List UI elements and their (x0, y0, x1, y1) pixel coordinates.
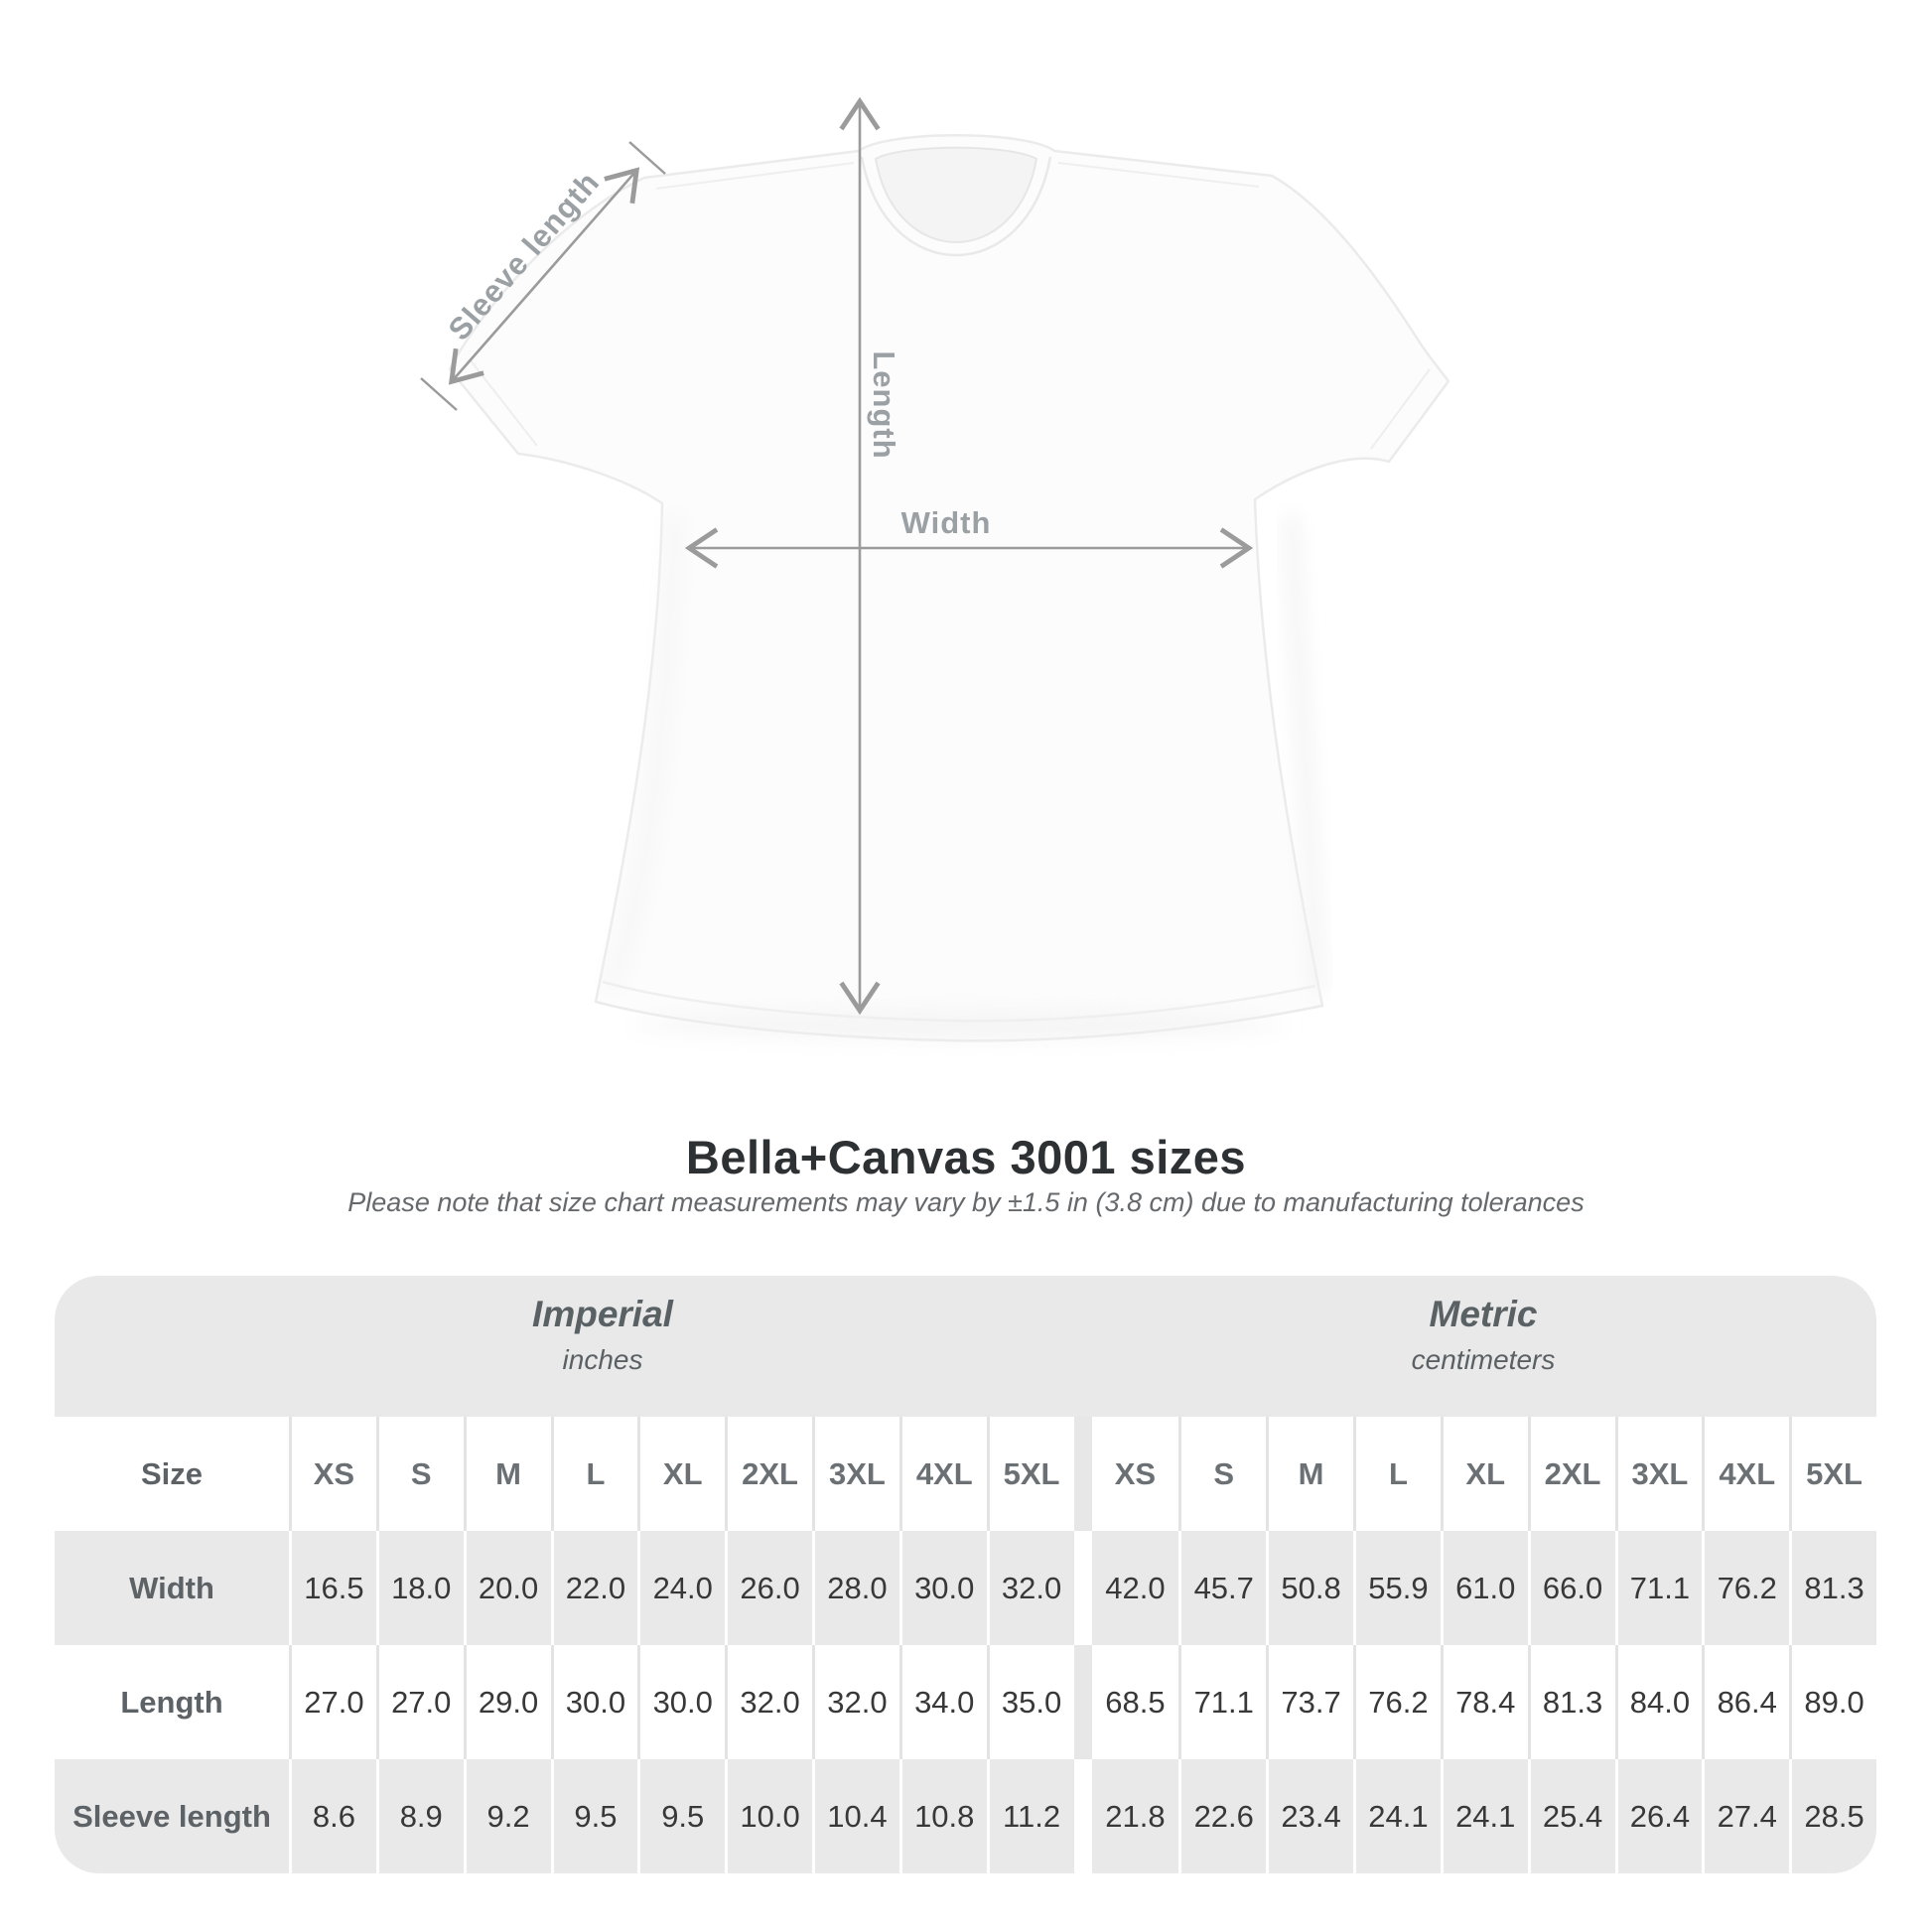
measurement-value-imperial: 10.8 (898, 1759, 987, 1873)
measurement-value-metric: 28.5 (1789, 1759, 1876, 1873)
page-title: Bella+Canvas 3001 sizes (685, 1131, 1247, 1183)
measurement-value-imperial: 32.0 (986, 1531, 1074, 1645)
size-table: Imperial inches Metric centimeters Size X… (55, 1276, 1876, 1873)
row-label: Length (55, 1645, 289, 1759)
size-column-label: Size (55, 1417, 289, 1531)
size-header-imperial: XL (637, 1417, 726, 1531)
measurement-value-imperial: 8.9 (375, 1759, 464, 1873)
measurement-value-imperial: 10.0 (725, 1759, 812, 1873)
measurement-value-imperial: 20.0 (463, 1531, 551, 1645)
measurement-value-imperial: 8.6 (289, 1759, 376, 1873)
metric-unit-label: centimeters (1411, 1344, 1556, 1375)
size-header-metric: 3XL (1614, 1417, 1703, 1531)
measurement-value-imperial: 32.0 (812, 1645, 899, 1759)
measurement-value-imperial: 30.0 (550, 1645, 638, 1759)
measurement-value-imperial: 27.0 (289, 1645, 376, 1759)
metric-label: Metric (1429, 1294, 1538, 1334)
measurement-value-metric: 73.7 (1266, 1645, 1353, 1759)
measurement-value-metric: 81.3 (1527, 1645, 1615, 1759)
measurement-value-metric: 81.3 (1789, 1531, 1876, 1645)
tshirt-shape (448, 134, 1450, 1042)
measurement-value-metric: 25.4 (1527, 1759, 1615, 1873)
measurement-value-metric: 66.0 (1527, 1531, 1615, 1645)
measurement-value-imperial: 9.2 (463, 1759, 551, 1873)
measurement-value-imperial: 30.0 (637, 1645, 726, 1759)
measurement-value-metric: 68.5 (1091, 1645, 1179, 1759)
measurement-value-metric: 21.8 (1091, 1759, 1179, 1873)
imperial-label: Imperial (532, 1294, 673, 1334)
size-header-imperial: S (375, 1417, 464, 1531)
measurement-value-metric: 78.4 (1440, 1645, 1528, 1759)
size-header-metric: M (1266, 1417, 1353, 1531)
size-header-metric: 5XL (1789, 1417, 1876, 1531)
measurement-value-metric: 84.0 (1614, 1645, 1703, 1759)
measurement-value-metric: 89.0 (1789, 1645, 1876, 1759)
measurement-value-imperial: 18.0 (375, 1531, 464, 1645)
measurement-value-imperial: 22.0 (550, 1531, 638, 1645)
size-header-imperial: XS (289, 1417, 376, 1531)
imperial-metric-divider (1073, 1531, 1092, 1645)
size-header-imperial: L (550, 1417, 638, 1531)
measurement-value-metric: 24.1 (1440, 1759, 1528, 1873)
measurement-value-imperial: 16.5 (289, 1531, 376, 1645)
size-header-metric: XS (1091, 1417, 1179, 1531)
measurement-value-metric: 76.2 (1702, 1531, 1790, 1645)
measurement-value-imperial: 35.0 (986, 1645, 1074, 1759)
measurement-value-metric: 50.8 (1266, 1531, 1353, 1645)
tshirt-diagram: Sleeve length Length Width (420, 96, 1450, 1042)
size-header-imperial: 4XL (898, 1417, 987, 1531)
size-header-imperial: M (463, 1417, 551, 1531)
size-header-metric: S (1178, 1417, 1267, 1531)
measurement-value-imperial: 32.0 (725, 1645, 812, 1759)
measurement-value-imperial: 29.0 (463, 1645, 551, 1759)
size-header-imperial: 2XL (725, 1417, 812, 1531)
metric-group-header: Metric centimeters (1412, 1294, 1556, 1376)
measurement-value-metric: 26.4 (1614, 1759, 1703, 1873)
measurement-value-metric: 76.2 (1353, 1645, 1441, 1759)
measurement-value-metric: 24.1 (1353, 1759, 1441, 1873)
imperial-metric-divider (1073, 1645, 1092, 1759)
size-header-imperial: 5XL (986, 1417, 1074, 1531)
imperial-metric-divider (1073, 1417, 1092, 1531)
measurement-value-imperial: 11.2 (986, 1759, 1074, 1873)
size-header-imperial: 3XL (812, 1417, 899, 1531)
measurement-value-imperial: 27.0 (375, 1645, 464, 1759)
sleeve-length-arrow (420, 141, 666, 411)
measurement-value-metric: 45.7 (1178, 1531, 1267, 1645)
measurement-value-imperial: 10.4 (812, 1759, 899, 1873)
size-header-metric: 2XL (1527, 1417, 1615, 1531)
tshirt-illustration (420, 96, 1450, 1042)
measurement-value-metric: 71.1 (1614, 1531, 1703, 1645)
measurement-value-metric: 55.9 (1353, 1531, 1441, 1645)
measurement-value-imperial: 26.0 (725, 1531, 812, 1645)
width-label: Width (900, 505, 992, 540)
measurement-value-metric: 71.1 (1178, 1645, 1267, 1759)
length-label: Length (867, 350, 901, 460)
measurement-value-imperial: 9.5 (637, 1759, 726, 1873)
size-header-metric: XL (1440, 1417, 1528, 1531)
measurement-value-imperial: 28.0 (812, 1531, 899, 1645)
row-label: Width (55, 1531, 289, 1645)
measurement-value-metric: 27.4 (1702, 1759, 1790, 1873)
size-header-metric: 4XL (1702, 1417, 1790, 1531)
measurement-value-imperial: 30.0 (898, 1531, 987, 1645)
table-header-band: Imperial inches Metric centimeters (55, 1276, 1876, 1417)
row-label: Sleeve length (55, 1759, 289, 1873)
imperial-group-header: Imperial inches (532, 1294, 673, 1376)
measurement-value-metric: 86.4 (1702, 1645, 1790, 1759)
measurement-value-metric: 42.0 (1091, 1531, 1179, 1645)
size-header-metric: L (1353, 1417, 1441, 1531)
imperial-unit-label: inches (562, 1344, 643, 1375)
tolerance-note: Please note that size chart measurements… (347, 1187, 1585, 1217)
imperial-metric-divider (1073, 1759, 1092, 1873)
measurement-value-metric: 22.6 (1178, 1759, 1267, 1873)
measurement-value-imperial: 9.5 (550, 1759, 638, 1873)
measurement-value-imperial: 24.0 (637, 1531, 726, 1645)
size-table-grid: Size XS S M L XL 2XL 3XL 4XL 5XL XS S M L XL 2XL 3XL 4XL 5… (55, 1417, 1876, 1873)
measurement-value-metric: 23.4 (1266, 1759, 1353, 1873)
measurement-value-imperial: 34.0 (898, 1645, 987, 1759)
measurement-value-metric: 61.0 (1440, 1531, 1528, 1645)
